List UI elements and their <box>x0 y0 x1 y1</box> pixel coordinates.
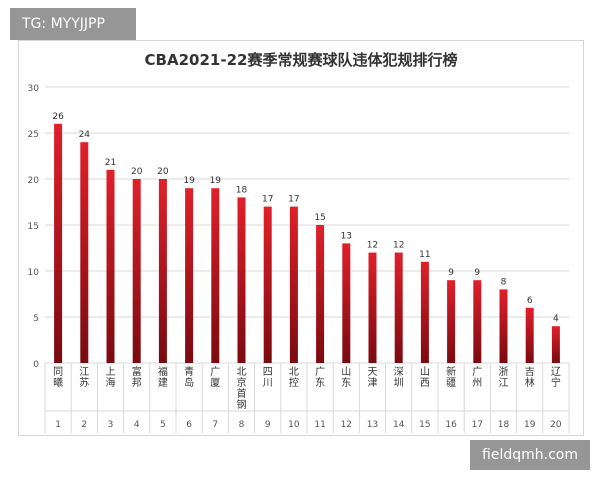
category-label: 广州 <box>472 366 482 389</box>
category-label: 江苏 <box>79 366 89 389</box>
rank-label: 19 <box>524 420 536 430</box>
watermark-top: TG: MYYJJPP <box>10 8 136 40</box>
data-label: 9 <box>474 268 480 278</box>
bar <box>368 252 377 363</box>
bar <box>80 142 89 363</box>
chart-frame: CBA2021-22赛季常规赛球队违体犯规排行榜 0 5 10 15 20 25 30 26… <box>18 40 584 436</box>
rank-label: 6 <box>186 420 192 430</box>
y-tick-label: 20 <box>28 176 40 186</box>
bar <box>525 307 534 363</box>
category-label: 上海 <box>106 366 116 389</box>
category-label: 同曦 <box>53 366 63 389</box>
y-tick-label: 10 <box>28 268 40 278</box>
rank-label: 7 <box>212 420 218 430</box>
data-label: 15 <box>314 213 325 223</box>
data-label: 18 <box>236 185 248 195</box>
category-label: 深圳 <box>394 366 404 389</box>
bar <box>263 206 272 363</box>
bar <box>185 188 194 363</box>
bar <box>106 169 115 363</box>
y-tick-label: 5 <box>33 314 39 324</box>
rank-label: 11 <box>314 420 325 430</box>
chart-title: CBA2021-22赛季常规赛球队违体犯规排行榜 <box>145 51 458 69</box>
bar <box>342 243 351 363</box>
data-label: 24 <box>79 130 91 140</box>
data-label: 9 <box>448 268 454 278</box>
category-label: 青岛 <box>184 365 194 389</box>
rank-label: 8 <box>239 420 245 430</box>
rank-label: 2 <box>81 420 87 430</box>
rank-label: 12 <box>341 420 352 430</box>
bar <box>289 206 298 363</box>
bar <box>211 188 220 363</box>
data-label: 21 <box>105 158 116 168</box>
y-tick-label: 25 <box>28 130 39 140</box>
rank-label: 17 <box>472 420 483 430</box>
data-label: 11 <box>419 250 430 260</box>
bar <box>132 179 141 363</box>
data-label: 20 <box>131 167 143 177</box>
category-label: 山西 <box>420 366 430 389</box>
y-tick-label: 30 <box>28 84 40 94</box>
category-label: 山东 <box>341 366 351 389</box>
data-label: 8 <box>501 277 507 287</box>
rank-label: 9 <box>265 420 271 430</box>
y-tick-label: 0 <box>33 360 39 370</box>
watermark-bottom: fieldqmh.com <box>470 440 590 470</box>
data-label: 26 <box>52 112 64 122</box>
rank-label: 16 <box>445 420 457 430</box>
category-label: 福建 <box>158 365 168 389</box>
data-label: 17 <box>262 195 273 205</box>
data-label: 19 <box>210 176 222 186</box>
data-label: 20 <box>157 167 169 177</box>
bar <box>420 261 429 363</box>
bar <box>447 280 456 363</box>
category-label: 辽宁 <box>551 366 561 389</box>
bar <box>394 252 403 363</box>
rank-label: 4 <box>134 420 140 430</box>
data-label: 6 <box>527 296 533 306</box>
rank-label: 20 <box>550 420 562 430</box>
category-label: 天津 <box>368 367 378 389</box>
data-label: 4 <box>553 314 559 324</box>
category-label: 浙江 <box>499 366 509 389</box>
data-label: 13 <box>341 231 352 241</box>
category-label: 广东 <box>315 366 325 389</box>
category-label: 富邦 <box>132 365 142 389</box>
data-label: 17 <box>288 195 299 205</box>
data-label: 19 <box>183 176 195 186</box>
rank-label: 1 <box>55 420 61 430</box>
rank-label: 18 <box>498 420 510 430</box>
category-label: 四川 <box>263 367 273 389</box>
bar <box>54 123 63 363</box>
category-label: 吉林 <box>525 366 535 389</box>
bar <box>499 289 508 363</box>
bar <box>237 197 246 363</box>
bar <box>316 225 325 363</box>
category-label: 北控 <box>289 366 299 389</box>
bar <box>158 179 167 363</box>
rank-label: 14 <box>393 420 405 430</box>
data-label: 12 <box>393 241 404 251</box>
y-tick-label: 15 <box>28 222 39 232</box>
rank-label: 3 <box>108 420 114 430</box>
rank-label: 15 <box>419 420 430 430</box>
bar <box>551 326 560 363</box>
category-label: 新疆 <box>446 365 456 389</box>
category-label: 北京首钢 <box>237 366 247 411</box>
category-label: 广厦 <box>210 366 220 389</box>
data-label: 12 <box>367 241 378 251</box>
rank-label: 10 <box>288 420 300 430</box>
rank-label: 13 <box>367 420 378 430</box>
rank-label: 5 <box>160 420 166 430</box>
bar <box>473 280 482 363</box>
